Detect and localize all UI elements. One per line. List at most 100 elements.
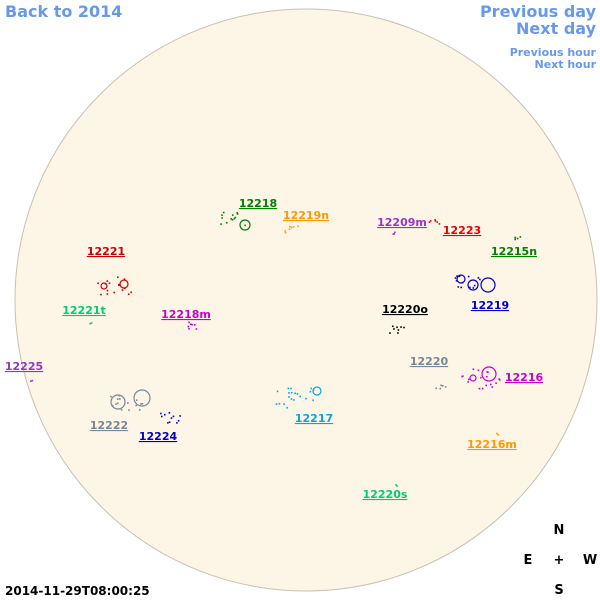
spot xyxy=(434,219,436,221)
spot xyxy=(393,328,395,330)
spot xyxy=(97,282,99,285)
spot xyxy=(310,387,313,390)
region-label[interactable]: 12215n xyxy=(491,245,537,258)
spot xyxy=(428,221,431,223)
region-label[interactable]: 12220o xyxy=(382,303,428,316)
spot-ring xyxy=(239,219,251,231)
spot xyxy=(487,371,489,373)
spot xyxy=(127,293,130,296)
region-label[interactable]: 12209m xyxy=(377,216,427,229)
spot xyxy=(121,289,124,291)
spot xyxy=(444,386,447,388)
spot xyxy=(167,422,169,424)
spot xyxy=(472,368,475,371)
spot xyxy=(485,384,488,387)
region-label[interactable]: 12224 xyxy=(139,430,178,443)
spot xyxy=(118,284,120,287)
previous-day-link[interactable]: Previous day xyxy=(480,2,597,21)
spot xyxy=(299,395,301,398)
spot xyxy=(100,293,102,296)
spot xyxy=(286,406,289,409)
region-label[interactable]: 12218 xyxy=(239,197,277,210)
spot xyxy=(290,387,292,390)
spot xyxy=(115,403,117,405)
region-label[interactable]: 12219n xyxy=(283,209,329,222)
spot xyxy=(168,421,171,423)
spot xyxy=(31,379,34,382)
region-label[interactable]: 12217 xyxy=(295,412,333,425)
back-link[interactable]: Back to 2014 xyxy=(5,2,122,21)
region-label[interactable]: 12223 xyxy=(443,224,481,237)
spot xyxy=(514,238,516,241)
spot xyxy=(472,287,475,289)
region-label[interactable]: 12220 xyxy=(410,355,449,368)
spot xyxy=(168,412,171,414)
spot-ring xyxy=(100,282,108,290)
spot xyxy=(135,399,138,402)
spot xyxy=(435,387,438,389)
spot-ring xyxy=(110,394,126,410)
spot xyxy=(491,386,494,388)
spot xyxy=(441,384,444,387)
spot xyxy=(460,286,463,289)
region-label[interactable]: 12220s xyxy=(363,488,408,501)
compass-south: S xyxy=(554,583,563,598)
spot xyxy=(396,326,398,329)
spot xyxy=(297,225,299,228)
spot xyxy=(177,419,180,422)
spot xyxy=(288,396,290,398)
spot xyxy=(283,403,285,405)
spot xyxy=(457,286,460,288)
spot xyxy=(140,403,142,405)
spot xyxy=(231,218,234,221)
spot xyxy=(293,399,295,401)
region-label[interactable]: 12216 xyxy=(505,371,544,384)
next-hour-link[interactable]: Next hour xyxy=(535,58,597,71)
spot xyxy=(397,329,400,331)
spot xyxy=(516,237,519,240)
region-label[interactable]: 12221t xyxy=(62,304,106,317)
spot xyxy=(519,236,522,238)
spot xyxy=(290,398,293,400)
spot xyxy=(284,230,287,232)
spot xyxy=(392,233,395,235)
spot xyxy=(477,369,480,372)
spot xyxy=(160,412,162,415)
spot xyxy=(434,220,437,222)
spot xyxy=(479,278,481,281)
next-day-link[interactable]: Next day xyxy=(516,19,597,38)
spot xyxy=(403,326,405,329)
spot xyxy=(490,383,492,386)
spot xyxy=(486,375,488,378)
region-label[interactable]: 12216m xyxy=(467,438,517,451)
spot xyxy=(236,212,239,214)
spot xyxy=(496,432,498,435)
spot xyxy=(309,390,312,393)
spot xyxy=(440,384,442,387)
spot xyxy=(106,280,109,282)
spot xyxy=(276,390,279,393)
region-label[interactable]: 12221 xyxy=(87,245,125,258)
compass-north: N xyxy=(554,523,565,538)
spot xyxy=(290,391,293,394)
spot xyxy=(473,284,476,287)
spot xyxy=(116,276,119,279)
region-label[interactable]: 12218m xyxy=(161,308,211,321)
spot xyxy=(439,387,442,390)
spot xyxy=(120,409,123,411)
spot xyxy=(289,225,291,228)
region-label[interactable]: 12225 xyxy=(5,360,43,373)
spot xyxy=(163,413,166,416)
spot xyxy=(113,291,116,294)
region-label[interactable]: 12219 xyxy=(471,299,509,312)
spot xyxy=(141,402,144,405)
spot xyxy=(395,484,397,486)
spot xyxy=(389,332,391,334)
previous-hour-link[interactable]: Previous hour xyxy=(510,46,597,59)
spot xyxy=(195,328,198,330)
spot xyxy=(456,275,458,277)
spot xyxy=(284,231,287,234)
spot xyxy=(127,402,129,404)
region-label[interactable]: 12222 xyxy=(90,419,128,432)
spot xyxy=(480,376,482,379)
